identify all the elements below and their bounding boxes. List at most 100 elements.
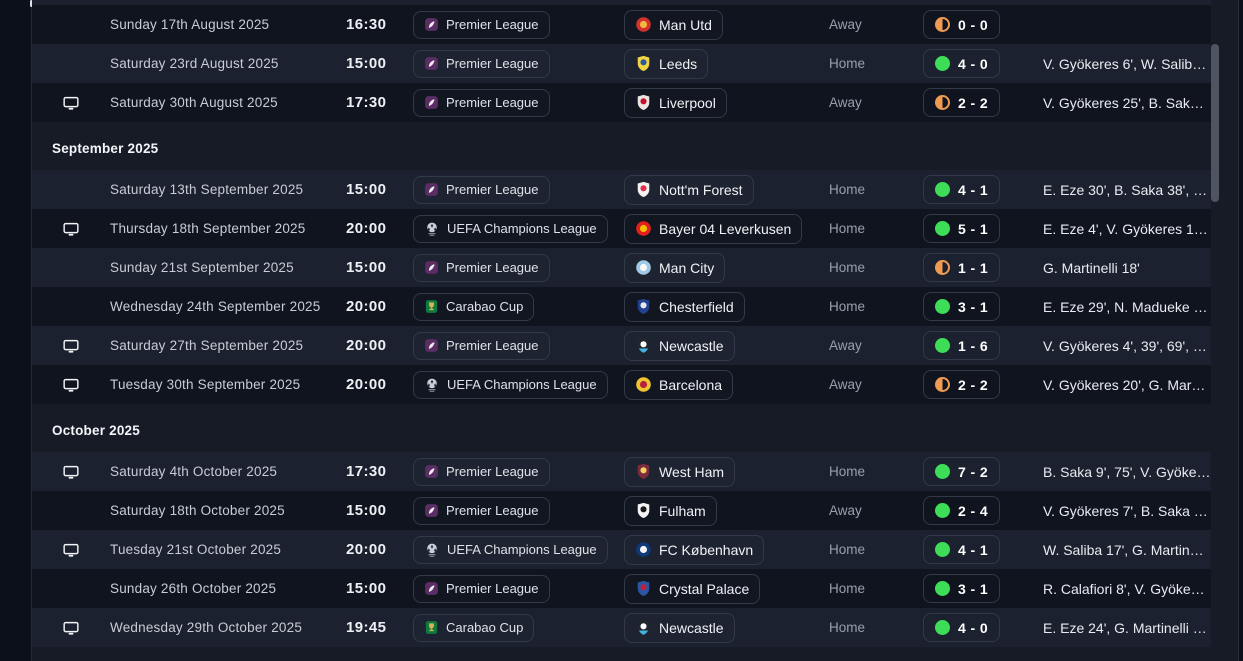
- premier-league-icon: [425, 18, 438, 31]
- fixture-row[interactable]: Tuesday 30th September 2025 20:00 UEFA Ch…: [32, 365, 1211, 404]
- opponent-badge[interactable]: Liverpool: [624, 87, 727, 118]
- opponent-badge[interactable]: Man Utd: [624, 9, 723, 40]
- score-text: 7 - 2: [958, 463, 989, 480]
- opponent-badge[interactable]: Crystal Palace: [624, 573, 761, 604]
- fixture-row[interactable]: Wednesday 24th September 2025 20:00 Carab…: [32, 287, 1211, 326]
- competition-badge[interactable]: UEFA Champions League: [413, 370, 608, 399]
- competition-label: UEFA Champions League: [447, 221, 597, 236]
- win-icon: [935, 182, 950, 197]
- venue-label: Away: [829, 377, 862, 392]
- opponent-cell: FC København: [624, 534, 829, 565]
- fixture-row[interactable]: Saturday 13th September 2025 15:00 Premie…: [32, 170, 1211, 209]
- opponent-badge[interactable]: Chesterfield: [624, 291, 745, 322]
- competition-badge[interactable]: UEFA Champions League: [413, 214, 608, 243]
- fixtures-table: Sunday 17th August 2025 16:30 Premier Lea…: [32, 0, 1239, 661]
- fixture-row[interactable]: Saturday 18th October 2025 15:00 Premier …: [32, 491, 1211, 530]
- opponent-badge[interactable]: FC København: [624, 534, 765, 565]
- competition-cell: Premier League: [413, 496, 624, 525]
- opponent-badge[interactable]: Man City: [624, 252, 726, 283]
- score-text: 2 - 2: [958, 376, 989, 393]
- fixture-time: 15:00: [346, 502, 387, 519]
- opponent-label: Newcastle: [659, 619, 724, 636]
- competition-badge[interactable]: UEFA Champions League: [413, 535, 608, 564]
- result-cell: 4 - 0: [923, 49, 1043, 78]
- competition-badge[interactable]: Premier League: [413, 574, 550, 603]
- opponent-badge[interactable]: Nott'm Forest: [624, 174, 754, 205]
- result-cell: 3 - 1: [923, 292, 1043, 321]
- goalscorers-text: V. Gyökeres 4', 39', 69', …: [1043, 337, 1207, 354]
- fixture-time: 17:30: [346, 463, 387, 480]
- competition-badge[interactable]: Carabao Cup: [413, 613, 535, 642]
- competition-label: Premier League: [446, 338, 539, 353]
- opponent-label: Leeds: [659, 55, 698, 72]
- score-text: 3 - 1: [958, 298, 989, 315]
- result-cell: 2 - 4: [923, 496, 1043, 525]
- scrollbar-thumb[interactable]: [1211, 44, 1219, 202]
- result-cell: 2 - 2: [923, 88, 1043, 117]
- win-icon: [935, 221, 950, 236]
- opponent-label: Nott'm Forest: [659, 181, 743, 198]
- club-crest-icon: [636, 221, 651, 236]
- opponent-badge[interactable]: West Ham: [624, 456, 736, 487]
- fixture-row[interactable]: Saturday 23rd August 2025 15:00 Premier L…: [32, 44, 1211, 83]
- result-badge: 4 - 1: [923, 175, 1001, 204]
- champions-league-icon: [427, 222, 437, 236]
- opponent-badge[interactable]: Bayer 04 Leverkusen: [624, 213, 803, 244]
- venue-label: Away: [829, 17, 862, 32]
- fixture-row[interactable]: Saturday 27th September 2025 20:00 Premie…: [32, 326, 1211, 365]
- fixture-row[interactable]: Saturday 4th October 2025 17:30 Premier L…: [32, 452, 1211, 491]
- opponent-badge[interactable]: Leeds: [624, 48, 709, 79]
- competition-cell: Premier League: [413, 574, 624, 603]
- opponent-badge[interactable]: Newcastle: [624, 330, 735, 361]
- fixture-time: 15:00: [346, 181, 387, 198]
- opponent-label: Newcastle: [659, 337, 724, 354]
- competition-badge[interactable]: Premier League: [413, 49, 550, 78]
- premier-league-icon: [425, 183, 438, 196]
- club-crest-icon: [637, 463, 650, 479]
- competition-badge[interactable]: Premier League: [413, 496, 550, 525]
- goalscorers-text: E. Eze 29', N. Madueke …: [1043, 298, 1208, 315]
- champions-league-icon: [427, 543, 437, 557]
- premier-league-icon: [425, 96, 438, 109]
- goalscorers-text: G. Martinelli 18': [1043, 259, 1140, 276]
- fixture-date: Saturday 13th September 2025: [110, 182, 304, 197]
- fixture-date: Sunday 26th October 2025: [110, 581, 277, 596]
- result-badge: 0 - 0: [923, 10, 1001, 39]
- result-badge: 3 - 1: [923, 574, 1001, 603]
- fixture-row[interactable]: Sunday 21st September 2025 15:00 Premier …: [32, 248, 1211, 287]
- opponent-badge[interactable]: Newcastle: [624, 612, 735, 643]
- competition-badge[interactable]: Premier League: [413, 88, 550, 117]
- goalscorers-text: E. Eze 24', G. Martinelli …: [1043, 619, 1207, 636]
- opponent-badge[interactable]: Fulham: [624, 495, 717, 526]
- competition-badge[interactable]: Premier League: [413, 175, 550, 204]
- competition-cell: Premier League: [413, 457, 624, 486]
- premier-league-icon: [425, 339, 438, 352]
- competition-badge[interactable]: Carabao Cup: [413, 292, 535, 321]
- goalscorers-text: V. Gyökeres 20', G. Mar…: [1043, 376, 1206, 393]
- competition-badge[interactable]: Premier League: [413, 10, 550, 39]
- competition-badge[interactable]: Premier League: [413, 457, 550, 486]
- draw-icon: [935, 377, 950, 392]
- venue-label: Home: [829, 581, 866, 596]
- fixture-row[interactable]: Tuesday 21st October 2025 20:00 UEFA Cham…: [32, 530, 1211, 569]
- competition-label: Premier League: [446, 581, 539, 596]
- goalscorers-text: E. Eze 4', V. Gyökeres 1…: [1043, 220, 1208, 237]
- venue-label: Away: [829, 503, 862, 518]
- tv-cell: [32, 541, 110, 559]
- fixture-row[interactable]: Wednesday 29th October 2025 19:45 Carabao…: [32, 608, 1211, 647]
- tv-icon: [63, 339, 79, 353]
- venue-label: Home: [829, 221, 866, 236]
- competition-badge[interactable]: Premier League: [413, 253, 550, 282]
- opponent-badge[interactable]: Barcelona: [624, 369, 734, 400]
- competition-badge[interactable]: Premier League: [413, 331, 550, 360]
- fixture-row[interactable]: Sunday 26th October 2025 15:00 Premier Le…: [32, 569, 1211, 608]
- tv-icon: [63, 222, 79, 236]
- fixture-row[interactable]: Saturday 30th August 2025 17:30 Premier L…: [32, 83, 1211, 122]
- competition-label: Premier League: [446, 17, 539, 32]
- opponent-cell: Newcastle: [624, 612, 829, 643]
- fixture-row[interactable]: Sunday 17th August 2025 16:30 Premier Lea…: [32, 5, 1211, 44]
- goalscorers-text: V. Gyökeres 7', B. Saka …: [1043, 502, 1208, 519]
- score-text: 1 - 6: [958, 337, 989, 354]
- fixture-row[interactable]: Thursday 18th September 2025 20:00 UEFA C…: [32, 209, 1211, 248]
- opponent-cell: Barcelona: [624, 369, 829, 400]
